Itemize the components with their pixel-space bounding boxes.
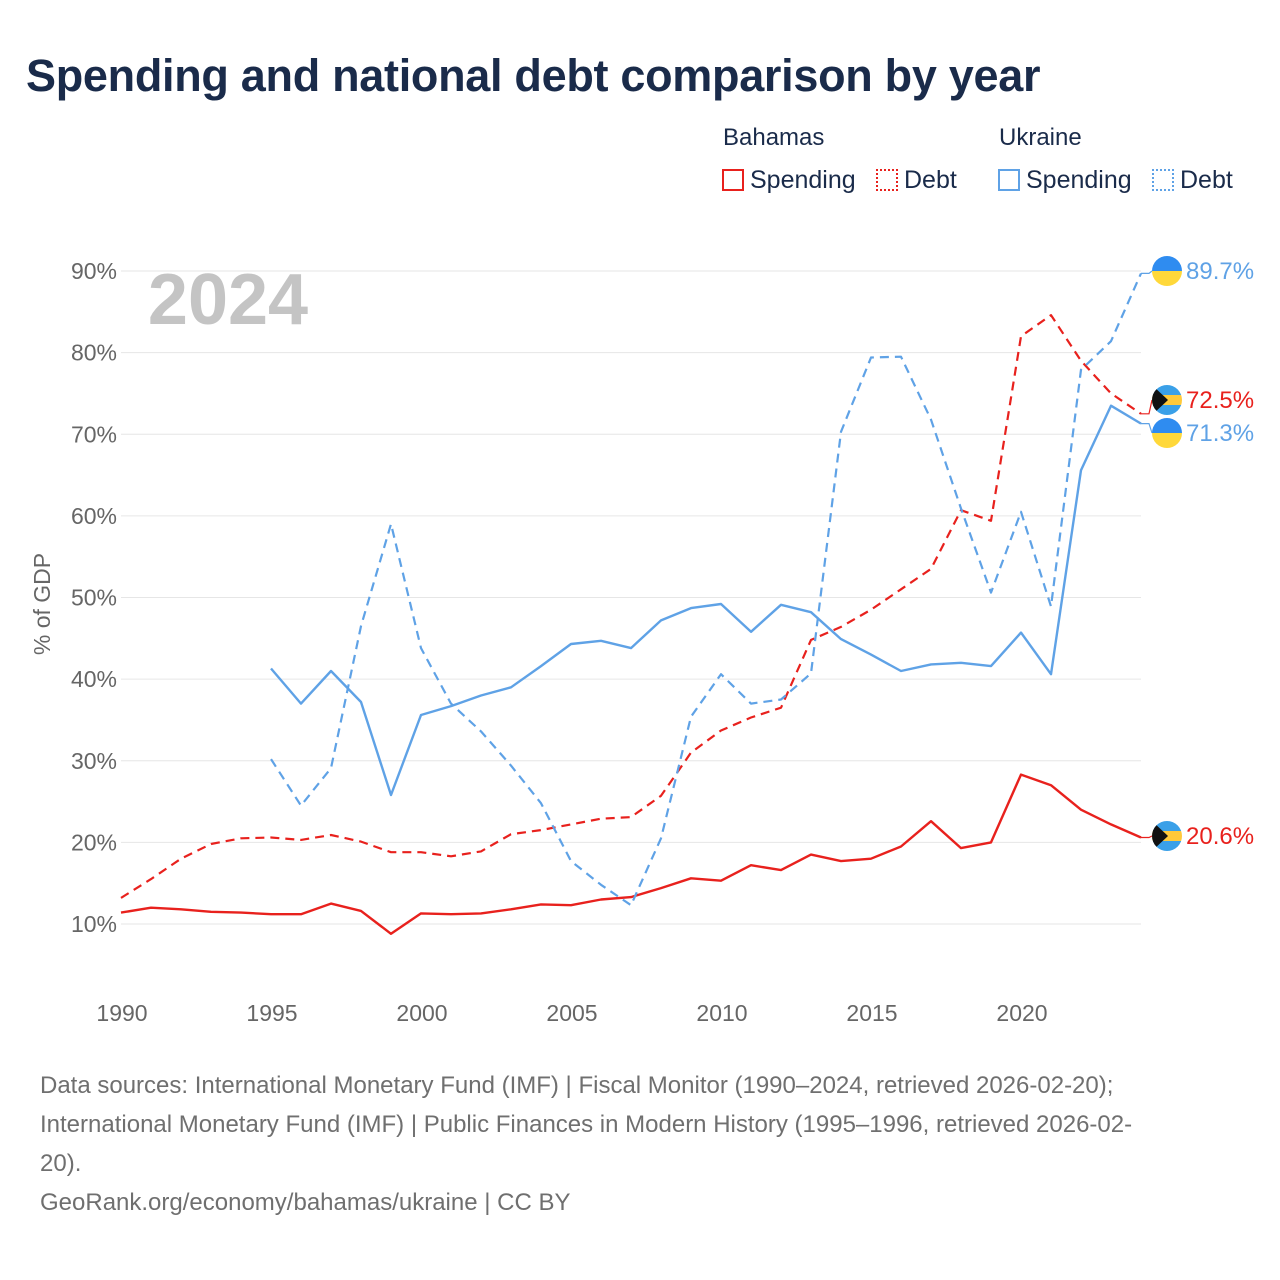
solid-swatch-icon [998,169,1020,191]
legend-group-ukraine: Ukraine [999,124,1082,151]
legend-label: Spending [750,165,856,194]
y-tick-label: 30% [71,748,117,774]
x-tick-label: 2015 [846,1000,897,1026]
series-line-ukraine-spending [270,404,1142,797]
year-watermark: 2024 [148,260,308,340]
legend-item-ukraine-spending[interactable]: Spending [998,165,1132,195]
dotted-swatch-icon [1152,169,1174,191]
solid-swatch-icon [722,169,744,191]
legend-label: Spending [1026,165,1132,194]
y-tick-label: 10% [71,911,117,937]
y-tick-label: 50% [71,585,117,611]
y-axis-label: % of GDP [29,553,55,655]
legend-label: Debt [1180,165,1233,194]
bahamas-flag-icon [1152,821,1182,851]
end-value-label: 72.5% [1186,387,1254,414]
sources-line-1: Data sources: International Monetary Fun… [40,1072,1114,1099]
end-label-connector [1141,399,1153,415]
chart-title: Spending and national debt comparison by… [26,50,1041,101]
x-tick-label: 1990 [96,1000,147,1026]
legend-item-ukraine-debt[interactable]: Debt [1152,165,1233,195]
credit-line: GeoRank.org/economy/bahamas/ukraine | CC… [40,1189,571,1216]
end-label-connector [1141,270,1153,274]
sources-line-3: 20). [40,1150,82,1177]
x-tick-label: 2020 [996,1000,1047,1026]
end-value-label: 20.6% [1186,823,1254,850]
bahamas-flag-icon [1152,385,1182,415]
series-line-bahamas-spending [120,773,1142,935]
dotted-swatch-icon [876,169,898,191]
gridlines [121,270,1141,925]
y-tick-label: 60% [71,503,117,529]
end-value-label: 71.3% [1186,420,1254,447]
legend-label: Debt [904,165,957,194]
footer: Data sources: International Monetary Fun… [40,1066,1240,1222]
y-tick-label: 80% [71,340,117,366]
y-tick-label: 90% [71,258,117,284]
end-value-label: 89.7% [1186,258,1254,285]
x-axis-ticks: 1990 1995 2000 2005 2010 2015 2020 [96,1000,1047,1026]
ukraine-flag-icon [1152,418,1182,448]
sources-line-2: International Monetary Fund (IMF) | Publ… [40,1111,1133,1138]
x-tick-label: 2010 [696,1000,747,1026]
end-label-connector [1141,835,1153,839]
y-tick-label: 40% [71,666,117,692]
legend-group-bahamas: Bahamas [723,124,825,151]
y-tick-label: 70% [71,421,117,447]
end-labels: 20.6% 72.5% 71.3% 89.7% [1141,256,1254,851]
y-axis-ticks: 10% 20% 30% 40% 50% 60% 70% 80% 90% [71,258,117,937]
end-label-connector [1141,423,1153,434]
legend-item-bahamas-debt[interactable]: Debt [876,165,957,195]
x-tick-label: 2005 [546,1000,597,1026]
series-line-bahamas-debt [120,314,1142,899]
line-chart: 2024 10%20%30%40%50%60%70%80%90% 1990 199… [29,256,1254,1026]
x-tick-label: 2000 [396,1000,447,1026]
y-tick-label: 20% [71,829,117,855]
legend-item-bahamas-spending[interactable]: Spending [722,165,856,195]
series-line-ukraine-debt [270,272,1143,907]
x-tick-label: 1995 [246,1000,297,1026]
ukraine-flag-icon [1152,256,1182,286]
series-lines [120,272,1143,935]
